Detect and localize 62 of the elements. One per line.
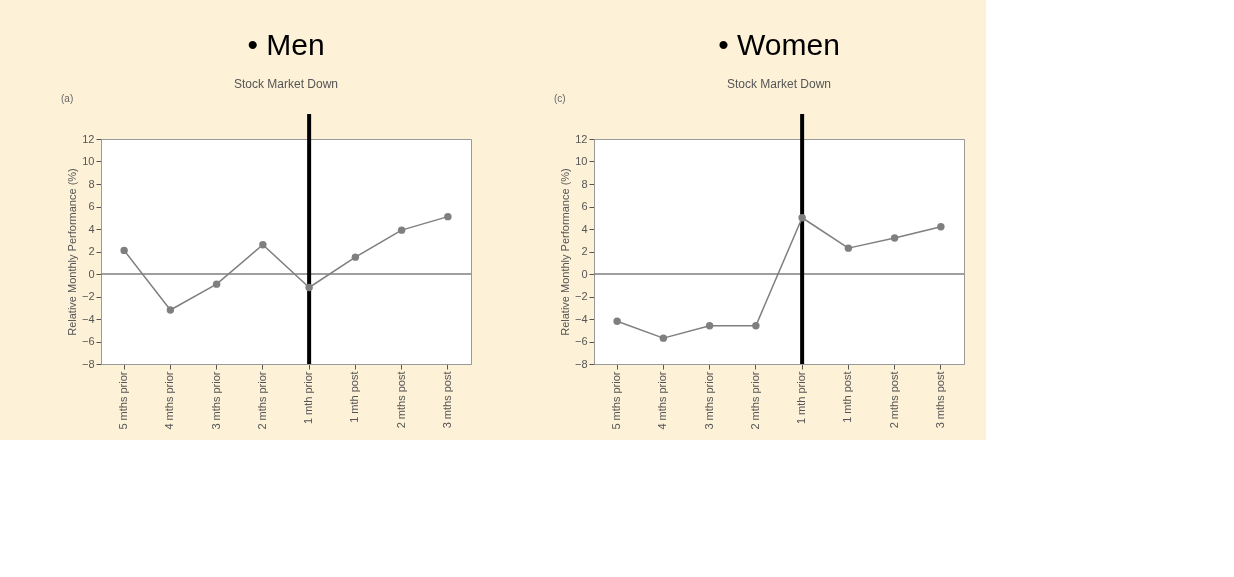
y-tick-label: −4 bbox=[574, 312, 588, 325]
y-tick-label: −2 bbox=[81, 290, 95, 302]
x-tick-label: 2 mths post bbox=[887, 371, 900, 429]
y-tick-label: 0 bbox=[581, 267, 588, 280]
y-axis-title: Relative Monthly Performance (%) bbox=[558, 168, 571, 336]
x-tick-label: 2 mths prior bbox=[748, 371, 761, 430]
y-tick-label: 8 bbox=[581, 177, 588, 190]
x-tick-label: 5 mths prior bbox=[117, 371, 130, 430]
point bbox=[798, 214, 806, 222]
point bbox=[613, 317, 621, 325]
text: (a) bbox=[61, 93, 74, 104]
x-tick-label: 2 mths prior bbox=[255, 371, 268, 430]
y-tick-label: −2 bbox=[574, 290, 588, 302]
point bbox=[937, 223, 945, 231]
y-tick-label: 2 bbox=[581, 245, 588, 257]
x-tick-label: 3 mths post bbox=[933, 371, 946, 429]
x-tick-label: 3 mths prior bbox=[209, 371, 222, 430]
point bbox=[120, 246, 128, 255]
x-tick-label: 5 mths prior bbox=[610, 371, 623, 430]
point bbox=[305, 283, 313, 292]
y-tick-label: −4 bbox=[81, 312, 95, 325]
x-tick-label: 4 mths prior bbox=[656, 371, 669, 430]
point bbox=[659, 334, 668, 342]
x-tick-label: 1 mth prior bbox=[302, 371, 315, 425]
y-tick-label: 4 bbox=[581, 222, 588, 235]
y-tick-label: −8 bbox=[81, 357, 95, 370]
y-tick-label: −6 bbox=[81, 335, 95, 347]
point bbox=[844, 244, 853, 252]
x-tick-label: 2 mths post bbox=[394, 371, 407, 429]
point bbox=[444, 212, 452, 221]
y-tick-label: 4 bbox=[88, 222, 95, 235]
x-tick-label: 3 mths prior bbox=[702, 371, 715, 430]
x-tick-label: 1 mth prior bbox=[795, 371, 808, 425]
y-tick-label: 12 bbox=[82, 132, 95, 145]
chart-subtitle: Stock Market Down bbox=[726, 77, 832, 91]
y-tick-label: −6 bbox=[574, 335, 588, 347]
chart-title: • Men bbox=[247, 28, 325, 61]
y-tick-label: 6 bbox=[88, 200, 95, 212]
point bbox=[212, 280, 221, 288]
y-tick-label: 0 bbox=[88, 267, 95, 280]
y-tick-label: 2 bbox=[88, 245, 95, 257]
y-tick-label: 10 bbox=[82, 155, 95, 167]
y-tick-label: 12 bbox=[575, 132, 588, 145]
x-tick-label: 4 mths prior bbox=[163, 371, 176, 430]
point bbox=[259, 241, 267, 249]
point bbox=[397, 226, 406, 234]
point bbox=[890, 234, 899, 242]
text: (c) bbox=[554, 93, 566, 104]
x-tick-label: 3 mths post bbox=[440, 371, 453, 429]
point bbox=[351, 253, 360, 261]
y-tick-label: 8 bbox=[88, 177, 95, 190]
point bbox=[705, 322, 714, 330]
x-tick-label: 1 mth post bbox=[348, 371, 361, 423]
chart-subtitle: Stock Market Down bbox=[233, 77, 339, 91]
y-tick-label: −8 bbox=[574, 357, 588, 370]
y-axis-title: Relative Monthly Performance (%) bbox=[65, 168, 78, 336]
y-tick-label: 6 bbox=[581, 200, 588, 212]
point bbox=[166, 306, 175, 314]
y-tick-label: 10 bbox=[575, 155, 588, 167]
chart-title: • Women bbox=[718, 28, 840, 61]
point bbox=[752, 322, 760, 330]
x-tick-label: 1 mth post bbox=[841, 371, 854, 423]
